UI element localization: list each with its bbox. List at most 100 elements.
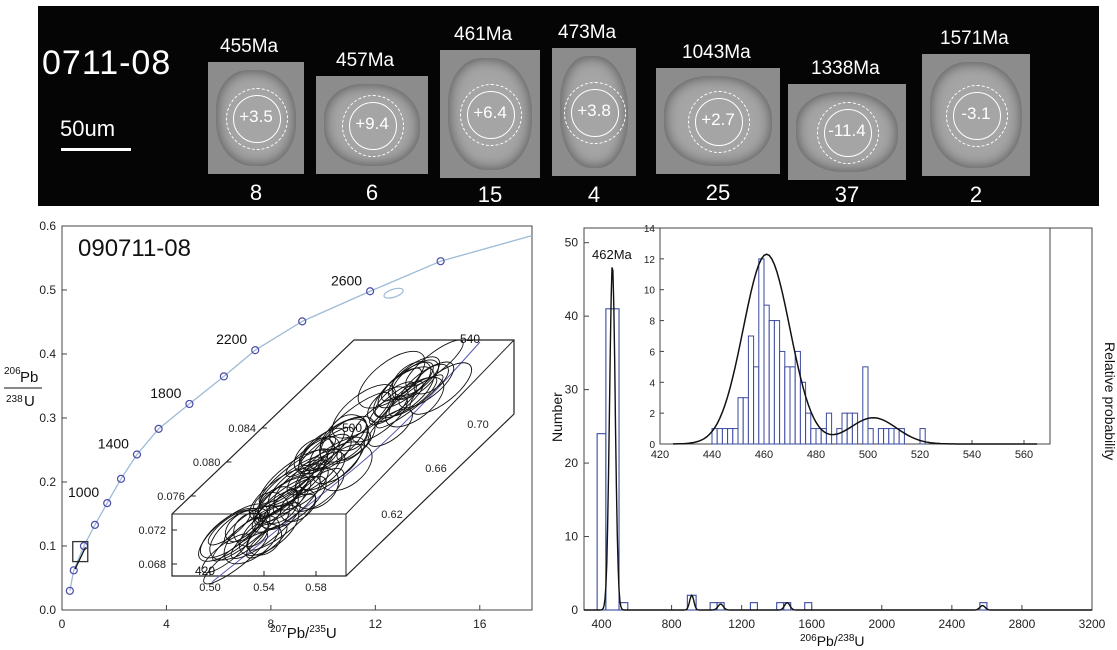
inset-diagonal-tick-label: 0.66	[425, 463, 446, 475]
y-tick-label: 0.3	[39, 411, 56, 425]
grain-age-label: 1571Ma	[940, 28, 1009, 49]
histogram-bar	[749, 602, 758, 611]
spot-number: 15	[477, 182, 503, 207]
analysis-ellipse	[300, 436, 340, 472]
zoom-box	[72, 540, 89, 563]
epsilon-hf-value: +3.5	[239, 107, 273, 126]
inset-histogram-bar	[732, 428, 739, 445]
inset-y-tick-label: 12	[644, 255, 656, 266]
x-tick-label: 2400	[939, 617, 966, 631]
inset-x-tick-label: 0.50	[199, 582, 220, 594]
zircon-grain-image: +2.7	[656, 68, 780, 174]
young-cluster	[74, 546, 87, 570]
inset-y-tick-label: 0.084	[228, 423, 256, 435]
concordia-age-marker	[132, 450, 142, 459]
x-tick-label: 2800	[1009, 617, 1036, 631]
sample-id: 0711-08	[42, 44, 172, 82]
spot-number: 2	[969, 182, 983, 207]
inset-histogram-bar	[747, 335, 755, 445]
inset-histogram-bar	[810, 428, 817, 445]
spot-number: 37	[834, 182, 860, 207]
svg-text:Pb: Pb	[20, 369, 38, 386]
analysis-ellipse	[292, 468, 345, 512]
concordia-age-marker	[116, 474, 126, 483]
epsilon-hf-value: +6.4	[473, 103, 507, 122]
inset-histogram-bar	[758, 258, 765, 445]
histogram-bar	[605, 308, 620, 611]
inset-x-tick-label: 0.54	[253, 582, 274, 594]
inset-y-tick-label: 14	[644, 224, 656, 235]
histogram-small-peak-label: 462Ma	[592, 247, 633, 262]
y-tick-label: 0.4	[39, 347, 56, 361]
inset-histogram-bar	[877, 428, 885, 445]
scale-bar	[61, 148, 131, 151]
grain-age-label: 1043Ma	[682, 42, 751, 63]
histogram-y-label: Number	[549, 392, 565, 442]
histogram-bar	[716, 602, 725, 611]
histogram-y2-label: Relative probability	[1102, 342, 1117, 460]
inset-x-tick-label: 520	[911, 449, 929, 461]
spot-number: 25	[705, 180, 731, 205]
spot-number: 8	[249, 180, 263, 205]
svg-text:238: 238	[6, 394, 23, 405]
inset-plot-frame	[659, 227, 1051, 445]
grain-age-label: 461Ma	[454, 24, 513, 45]
y-tick-label: 0.1	[39, 539, 56, 553]
inset-x-tick-label: 500	[859, 449, 877, 461]
concordia-age-marker	[366, 287, 375, 296]
inset-histogram-bar	[898, 428, 905, 445]
concordia-x-label: 207Pb/235U	[270, 624, 337, 642]
epsilon-hf-value: -3.1	[961, 104, 991, 123]
y-tick-label: 0.0	[39, 603, 56, 617]
hf-spot-ring	[564, 82, 626, 144]
inset-x-tick-label: 480	[807, 449, 825, 461]
analysis-ellipse	[391, 361, 432, 397]
y-tick-label: 40	[565, 309, 579, 323]
inset-probability-density-curve	[673, 253, 1037, 445]
x-tick-label: 8	[268, 617, 275, 631]
x-tick-label: 1600	[798, 617, 825, 631]
inset-y-tick-label: 0	[649, 440, 655, 451]
analysis-ellipse	[388, 356, 440, 401]
hf-spot-ring	[946, 85, 1008, 147]
concordia-diagram: 090711-08 0 4 8 12 16 0.0 0.1 0.2 0.3 0.4 0.5 0.6 1…	[4, 219, 533, 642]
hf-spot-ring	[342, 95, 404, 157]
inset-y-tick-label: 8	[649, 317, 655, 328]
hf-spot-ring	[460, 84, 522, 146]
concordia-age-marker	[251, 346, 260, 355]
analysis-ellipse	[254, 489, 299, 526]
inset-histogram-bar	[753, 366, 760, 445]
zircon-grain-image: -11.4	[788, 84, 906, 180]
zircon-grain-image: +6.4	[440, 50, 540, 178]
inset-age-label: 420	[195, 564, 215, 578]
hf-spot-ring	[688, 91, 750, 153]
y-tick-label: 50	[565, 236, 579, 250]
concordia-age-label: 1800	[150, 385, 181, 401]
analysis-ellipse	[230, 502, 301, 559]
epsilon-hf-value: +2.7	[701, 110, 735, 129]
concordia-y-label: 206 Pb 238 U	[4, 366, 42, 410]
inset-histogram-bar	[768, 320, 775, 445]
grain-age-label: 1338Ma	[811, 58, 880, 79]
analysis-ellipse	[209, 507, 271, 561]
svg-text:206: 206	[4, 366, 21, 377]
histogram-bar	[804, 602, 813, 611]
inset-y-tick-label: 0.068	[138, 559, 166, 571]
inset-histogram-bar	[784, 366, 791, 445]
inset-histogram-bar	[893, 428, 900, 445]
inset-histogram-bar	[763, 304, 770, 445]
u-pb-spot-ring	[349, 102, 397, 150]
inset-x-tick-label: 420	[651, 449, 669, 461]
inset-histogram-bar	[851, 412, 859, 445]
analysis-ellipse	[261, 475, 327, 531]
concordia-age-marker	[69, 566, 78, 575]
y-tick-label: 0.6	[39, 219, 56, 233]
analysis-ellipse	[299, 451, 346, 491]
spot-number: 4	[587, 182, 601, 207]
inset-histogram-bar	[836, 428, 843, 445]
inset-histogram-bar	[841, 412, 848, 445]
concordia-age-label: 1000	[68, 484, 99, 500]
analysis-ellipse	[329, 414, 368, 452]
grain-age-label: 457Ma	[336, 50, 395, 71]
inset-histogram-bar	[888, 428, 895, 445]
